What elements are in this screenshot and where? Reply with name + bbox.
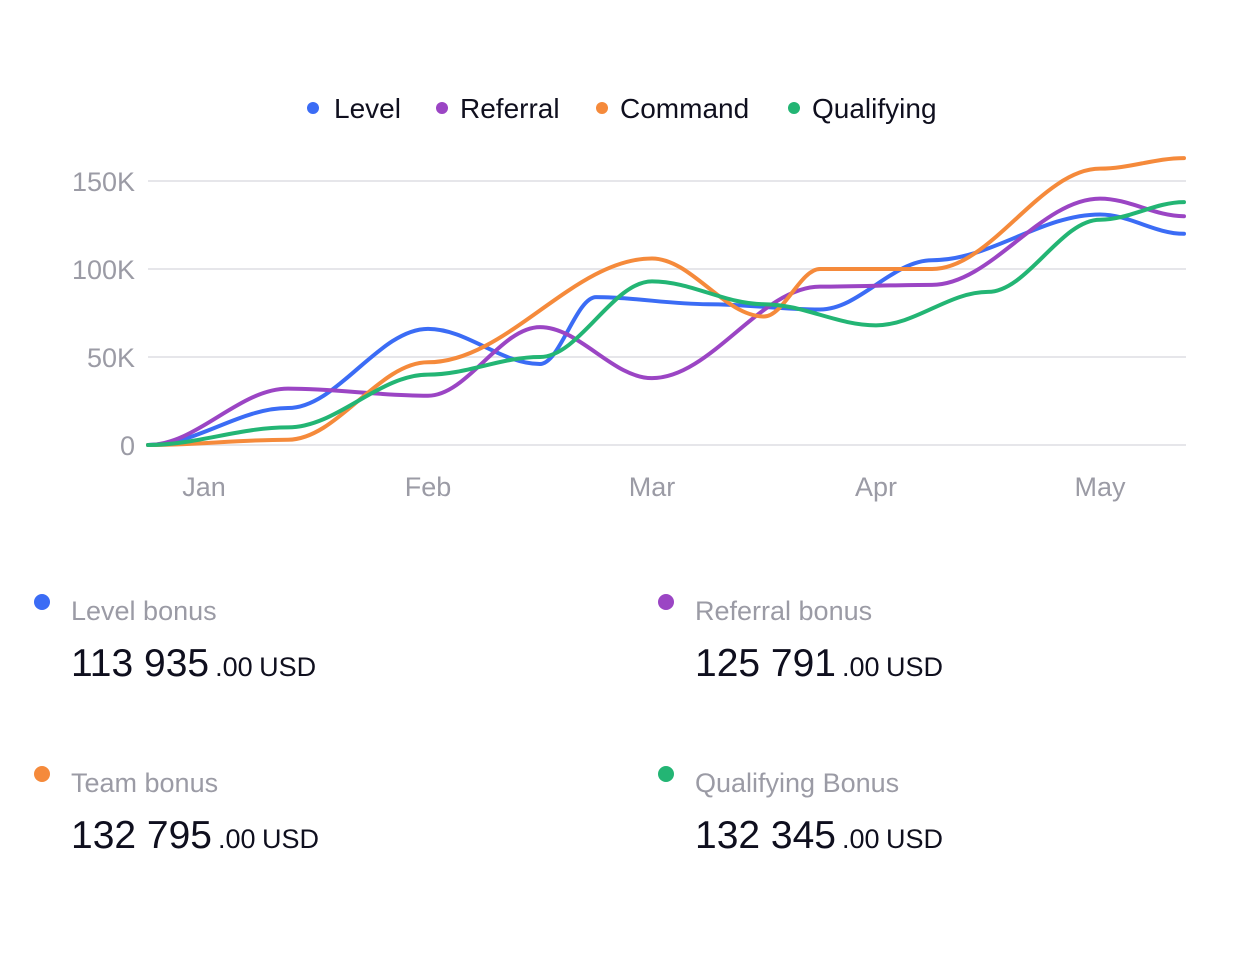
stat-value-decimal: .00 (841, 652, 880, 682)
legend-dot-icon (596, 102, 608, 114)
x-tick-label: May (1074, 472, 1126, 502)
legend-dot-icon (788, 102, 800, 114)
chart-legend: Level Referral Command Qualifying (307, 93, 937, 124)
command-dot-icon (34, 766, 50, 782)
stat-value-currency: USD (261, 824, 319, 854)
legend-label: Qualifying (812, 93, 937, 124)
series-line-qualifying (146, 200, 1186, 447)
stat-label: Qualifying Bonus (695, 768, 900, 798)
chart-series (146, 156, 1186, 447)
legend-label: Command (620, 93, 749, 124)
stat-value-integer: 125 791 (695, 642, 836, 685)
series-line-referral (146, 196, 1186, 447)
stat-value-decimal: .00 (841, 824, 880, 854)
stat-value-currency: USD (259, 652, 317, 682)
bonus-line-chart: Level Referral Command Qualifying 0 50K 100K 1… (72, 93, 1186, 502)
y-axis-ticks: 0 50K 100K 150K (72, 167, 135, 461)
stat-label: Team bonus (71, 768, 219, 798)
x-tick-label: Feb (405, 472, 452, 502)
y-tick-label: 50K (87, 343, 135, 373)
legend-dot-icon (307, 102, 319, 114)
series-line-level (146, 212, 1186, 447)
stat-label: Referral bonus (695, 596, 873, 626)
y-tick-label: 100K (72, 255, 135, 285)
legend-dot-icon (436, 102, 448, 114)
chart-gridlines (148, 180, 1186, 446)
legend-label: Referral (460, 93, 560, 124)
stat-value: 113 935.00 USD (71, 642, 316, 686)
stat-value: 132 345.00 USD (695, 814, 943, 858)
qualifying-dot-icon (658, 766, 674, 782)
stat-value: 125 791.00 USD (695, 642, 943, 686)
stat-value-integer: 132 795 (71, 814, 212, 857)
level-dot-icon (34, 594, 50, 610)
y-tick-label: 0 (120, 431, 135, 461)
x-tick-label: Jan (182, 472, 226, 502)
stat-value-currency: USD (885, 652, 943, 682)
stat-value-integer: 113 935 (71, 642, 210, 685)
stat-value-integer: 132 345 (695, 814, 836, 857)
y-tick-label: 150K (72, 167, 135, 197)
referral-dot-icon (658, 594, 674, 610)
stat-value-decimal: .00 (217, 824, 256, 854)
legend-label: Level (334, 93, 401, 124)
stat-value: 132 795.00 USD (71, 814, 319, 858)
x-tick-label: Apr (855, 472, 897, 502)
x-tick-label: Mar (629, 472, 676, 502)
stat-value-decimal: .00 (215, 652, 253, 682)
series-line-command (146, 156, 1186, 447)
x-axis-ticks: Jan Feb Mar Apr May (182, 472, 1126, 502)
stat-label: Level bonus (71, 596, 217, 626)
stat-value-currency: USD (885, 824, 943, 854)
